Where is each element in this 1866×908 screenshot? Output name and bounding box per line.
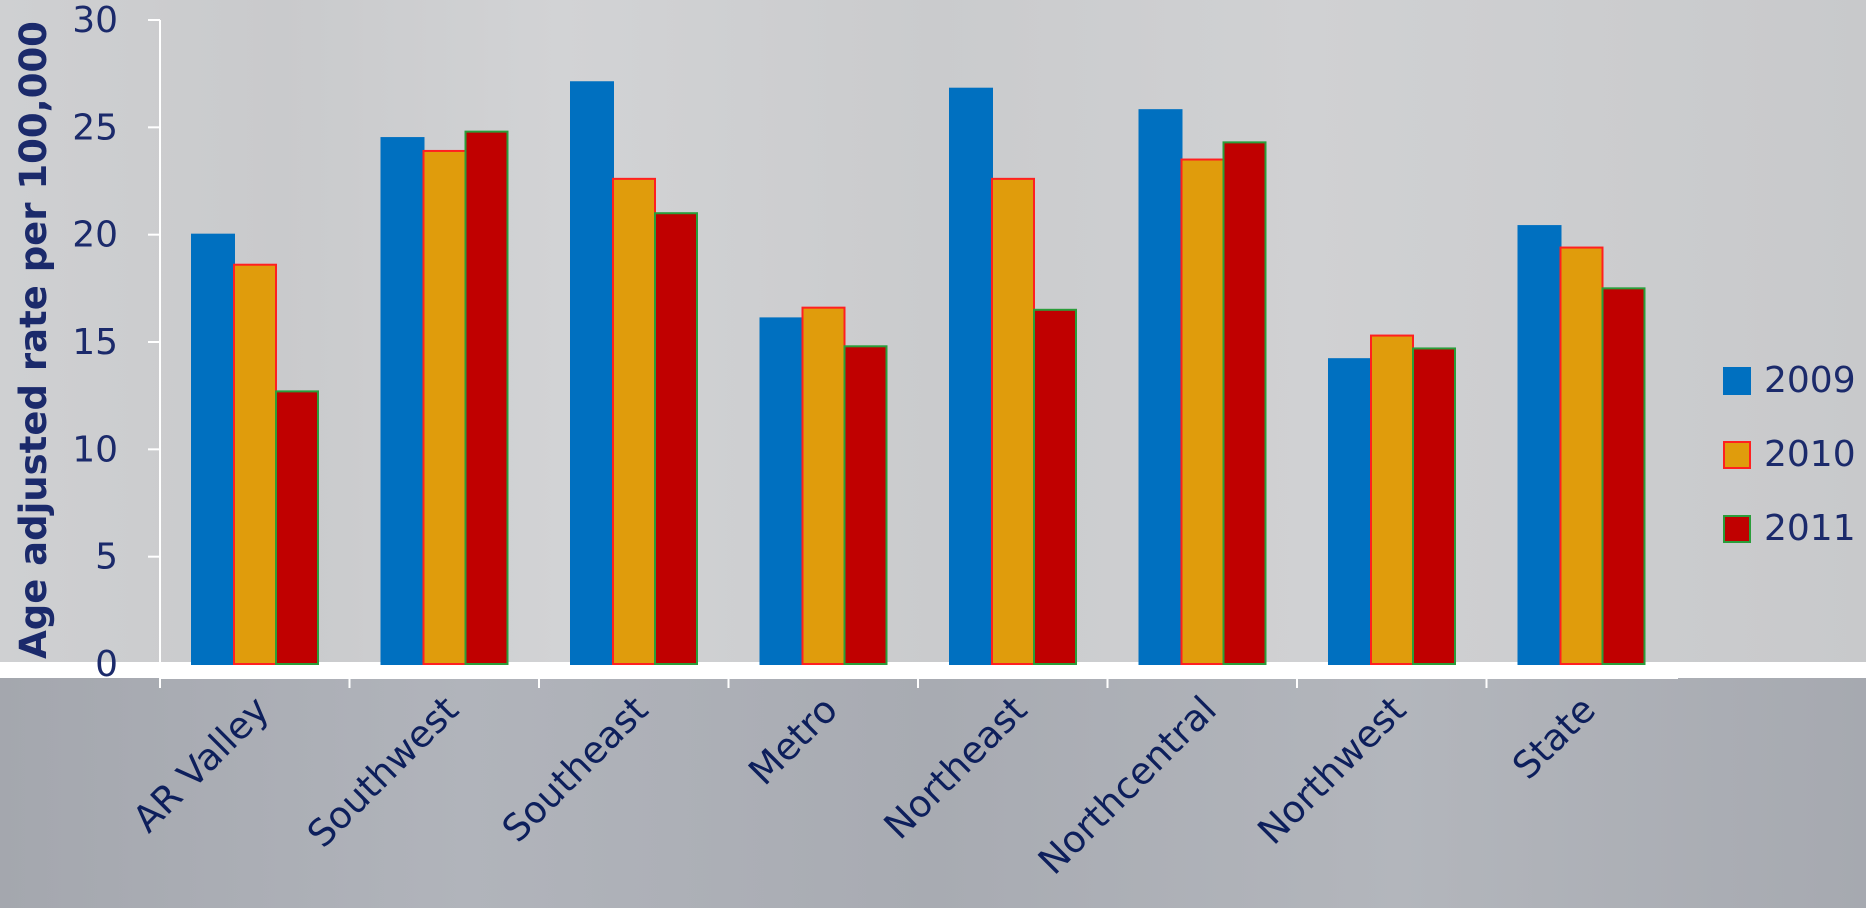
bar-2009-southwest: [380, 137, 425, 666]
y-tick-label: 5: [95, 537, 118, 578]
y-tick-label: 0: [95, 644, 118, 685]
bar-2011-northeast: [1033, 308, 1077, 665]
y-axis-label: Age adjusted rate per 100,000: [12, 21, 55, 659]
bar-2011-northwest: [1412, 347, 1456, 665]
bar-2010-northeast: [991, 177, 1035, 665]
bar-2011-ar-valley: [275, 390, 319, 665]
chart-background-divider: [0, 662, 1866, 678]
bar-2009-metro: [759, 317, 804, 665]
legend-swatch-2009: [1723, 367, 1751, 395]
y-tick-label: 25: [72, 107, 118, 148]
bar-2010-ar-valley: [233, 263, 277, 665]
x-category-label: Southeast: [494, 688, 656, 850]
bar-2009-ar-valley: [191, 233, 235, 666]
bar-2010-southwest: [422, 149, 467, 666]
x-category-label: AR Valley: [125, 688, 278, 841]
chart-legend: 2009 2010 2011: [1723, 360, 1856, 549]
y-tick-label: 20: [72, 215, 118, 256]
x-category-label: Northwest: [1249, 688, 1414, 853]
bar-2011-metro: [843, 345, 888, 665]
y-tick-label: 10: [72, 429, 118, 470]
bar-2010-northwest: [1370, 334, 1414, 665]
bar-2011-southeast: [654, 212, 698, 665]
bar-2011-state: [1601, 287, 1646, 665]
chart-background-lower: [0, 678, 1866, 908]
bar-2010-metro: [801, 306, 846, 665]
bar-2011-southwest: [464, 130, 509, 666]
legend-label-2010: 2010: [1764, 434, 1856, 475]
chart-axes: 0 5 10 15 20 25 30: [72, 0, 1678, 688]
y-tick-label: 30: [72, 0, 118, 41]
legend-label-2009: 2009: [1764, 360, 1856, 401]
x-category-label: Southwest: [299, 688, 467, 856]
category-labels: AR Valley Southwest Southeast Metro Northeas…: [125, 688, 1604, 883]
bar-2009-northeast: [949, 87, 993, 665]
bar-2009-northcentral: [1138, 109, 1183, 666]
bar-2009-southeast: [570, 81, 614, 665]
legend-label-2011: 2011: [1764, 508, 1856, 549]
x-category-label: Metro: [740, 688, 846, 794]
x-category-label: Northcentral: [1030, 688, 1225, 883]
y-tick-label: 15: [72, 322, 118, 363]
x-category-label: Northeast: [876, 688, 1036, 848]
bar-2010-state: [1559, 246, 1604, 665]
chart-bars: [191, 81, 1646, 666]
bar-2009-state: [1517, 225, 1562, 666]
bar-2010-northcentral: [1180, 158, 1225, 666]
bar-2009-northwest: [1328, 358, 1372, 665]
bar-2010-southeast: [612, 177, 656, 665]
legend-swatch-2010: [1723, 441, 1751, 469]
legend-swatch-2011: [1723, 515, 1751, 543]
bar-2011-northcentral: [1222, 141, 1267, 666]
x-category-label: State: [1504, 688, 1604, 788]
